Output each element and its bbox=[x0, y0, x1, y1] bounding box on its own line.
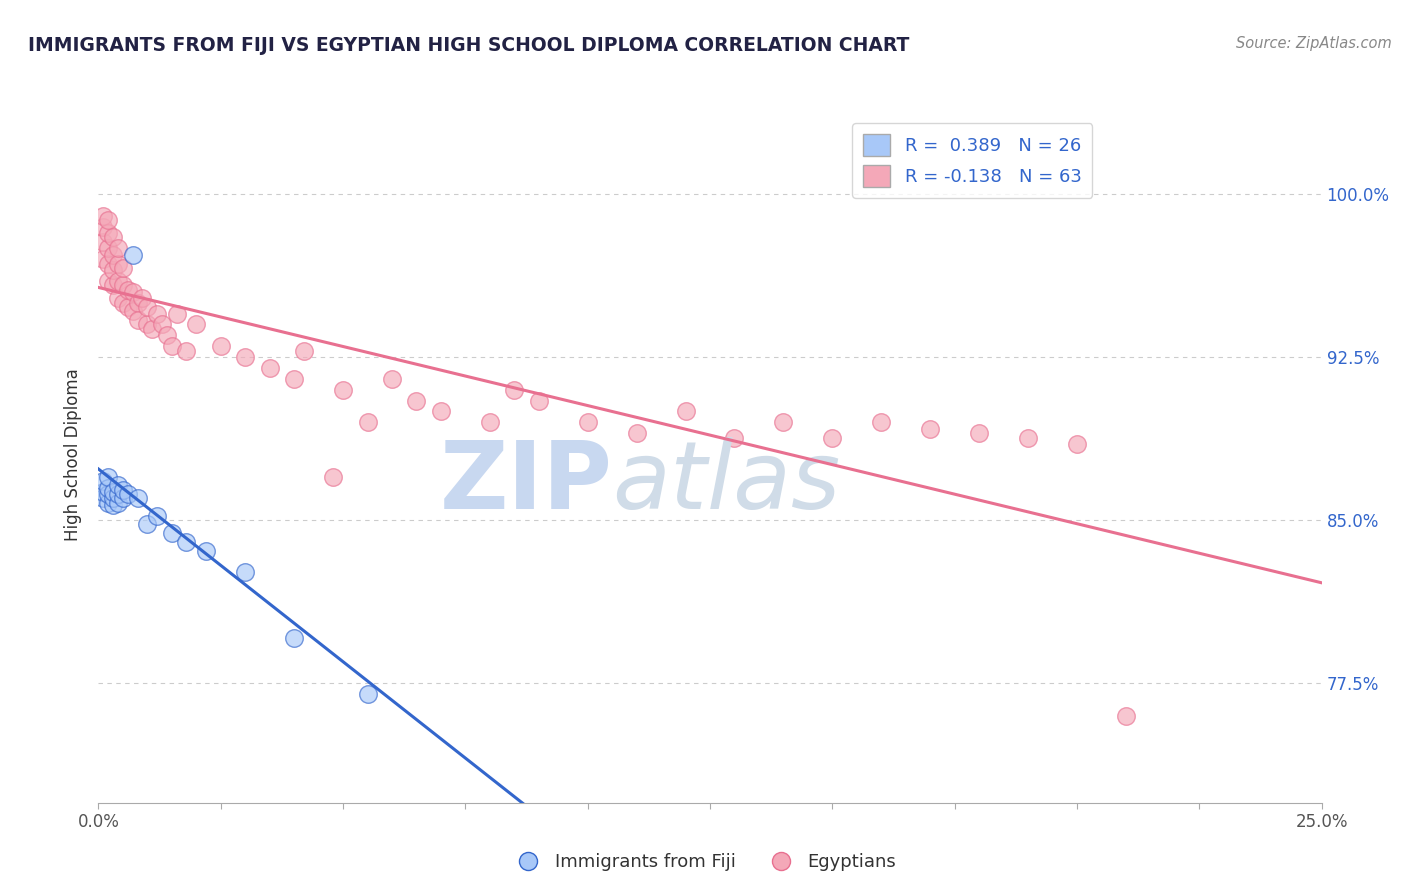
Point bbox=[141, 322, 163, 336]
Point bbox=[131, 291, 153, 305]
Point bbox=[430, 404, 453, 418]
Point bbox=[186, 318, 208, 332]
Point bbox=[156, 328, 179, 343]
Point bbox=[97, 257, 120, 271]
Point bbox=[576, 415, 599, 429]
Point bbox=[166, 307, 188, 321]
Point bbox=[1115, 708, 1137, 723]
Point bbox=[209, 339, 232, 353]
Text: IMMIGRANTS FROM FIJI VS EGYPTIAN HIGH SCHOOL DIPLOMA CORRELATION CHART: IMMIGRANTS FROM FIJI VS EGYPTIAN HIGH SC… bbox=[28, 36, 910, 54]
Point bbox=[160, 526, 183, 541]
Point bbox=[127, 313, 149, 327]
Point bbox=[97, 226, 120, 240]
Point bbox=[332, 383, 354, 397]
Point bbox=[136, 517, 159, 532]
Point bbox=[107, 487, 129, 501]
Point bbox=[107, 291, 129, 305]
Point bbox=[101, 248, 124, 262]
Point bbox=[107, 257, 129, 271]
Point bbox=[117, 487, 139, 501]
Point bbox=[91, 252, 114, 267]
Point bbox=[176, 343, 198, 358]
Point bbox=[381, 372, 404, 386]
Point bbox=[160, 339, 183, 353]
Point bbox=[176, 534, 198, 549]
Point bbox=[101, 263, 124, 277]
Point bbox=[233, 350, 256, 364]
Point bbox=[195, 543, 218, 558]
Point bbox=[626, 426, 648, 441]
Text: Source: ZipAtlas.com: Source: ZipAtlas.com bbox=[1236, 36, 1392, 51]
Point bbox=[107, 274, 129, 288]
Point bbox=[117, 283, 139, 297]
Point bbox=[107, 496, 129, 510]
Point bbox=[97, 241, 120, 255]
Point bbox=[723, 430, 745, 444]
Point bbox=[91, 219, 114, 234]
Point bbox=[121, 248, 143, 262]
Point bbox=[97, 487, 120, 501]
Point bbox=[127, 295, 149, 310]
Point bbox=[111, 295, 134, 310]
Point bbox=[772, 415, 794, 429]
Point bbox=[111, 278, 134, 293]
Point bbox=[1066, 437, 1088, 451]
Point bbox=[136, 300, 159, 314]
Text: ZIP: ZIP bbox=[439, 437, 612, 529]
Point bbox=[111, 260, 134, 275]
Point bbox=[150, 318, 173, 332]
Point bbox=[821, 430, 844, 444]
Point bbox=[233, 566, 256, 580]
Point bbox=[91, 209, 114, 223]
Point bbox=[97, 213, 120, 227]
Text: atlas: atlas bbox=[612, 437, 841, 528]
Point bbox=[117, 300, 139, 314]
Point bbox=[527, 393, 550, 408]
Point bbox=[1017, 430, 1039, 444]
Point bbox=[503, 383, 526, 397]
Legend: Immigrants from Fiji, Egyptians: Immigrants from Fiji, Egyptians bbox=[502, 847, 904, 879]
Point bbox=[127, 491, 149, 506]
Point bbox=[146, 307, 169, 321]
Point bbox=[91, 491, 114, 506]
Point bbox=[97, 469, 120, 483]
Point bbox=[101, 484, 124, 499]
Point bbox=[121, 285, 143, 299]
Point bbox=[283, 631, 305, 645]
Point bbox=[107, 478, 129, 492]
Point bbox=[101, 278, 124, 293]
Legend: R =  0.389   N = 26, R = -0.138   N = 63: R = 0.389 N = 26, R = -0.138 N = 63 bbox=[852, 123, 1092, 198]
Point bbox=[101, 498, 124, 512]
Point bbox=[283, 372, 305, 386]
Point bbox=[146, 508, 169, 523]
Point bbox=[675, 404, 697, 418]
Point bbox=[91, 235, 114, 249]
Point bbox=[107, 241, 129, 255]
Point bbox=[920, 422, 942, 436]
Point bbox=[121, 304, 143, 318]
Point bbox=[870, 415, 893, 429]
Point bbox=[111, 491, 134, 506]
Point bbox=[101, 491, 124, 506]
Point bbox=[478, 415, 501, 429]
Point bbox=[91, 484, 114, 499]
Point bbox=[101, 230, 124, 244]
Point bbox=[356, 687, 378, 701]
Point bbox=[91, 474, 114, 488]
Point bbox=[292, 343, 315, 358]
Point bbox=[97, 496, 120, 510]
Point bbox=[356, 415, 378, 429]
Point bbox=[322, 469, 344, 483]
Point bbox=[97, 481, 120, 495]
Y-axis label: High School Diploma: High School Diploma bbox=[65, 368, 83, 541]
Point bbox=[111, 483, 134, 497]
Point bbox=[97, 274, 120, 288]
Point bbox=[967, 426, 990, 441]
Point bbox=[405, 393, 427, 408]
Point bbox=[136, 318, 159, 332]
Point bbox=[259, 360, 281, 375]
